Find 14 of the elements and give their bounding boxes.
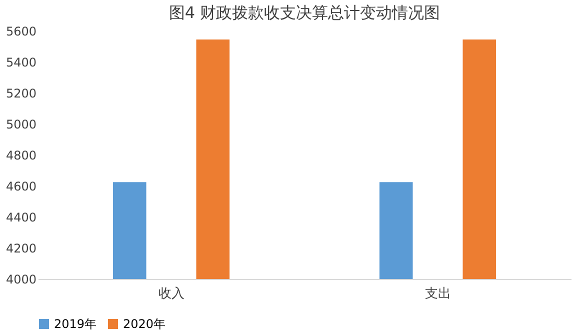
- x-tick-label: 收入: [158, 286, 184, 302]
- y-tick-label: 4600: [6, 180, 36, 194]
- y-tick-label: 4200: [6, 242, 36, 256]
- y-tick-label: 4000: [6, 272, 36, 286]
- y-tick-label: 5000: [6, 118, 36, 132]
- y-tick-label: 5200: [6, 86, 36, 100]
- y-tick-label: 5600: [6, 24, 36, 38]
- y-tick-label: 4400: [6, 210, 36, 224]
- legend-label: 2019年: [54, 317, 97, 331]
- x-tick-label: 支出: [424, 286, 451, 302]
- y-tick-label: 4800: [6, 148, 36, 162]
- legend-label: 2020年: [123, 317, 166, 331]
- y-tick-label: 5400: [6, 56, 36, 70]
- chart-title: 图4 财政拨款收支决算总计变动情况图: [168, 3, 440, 22]
